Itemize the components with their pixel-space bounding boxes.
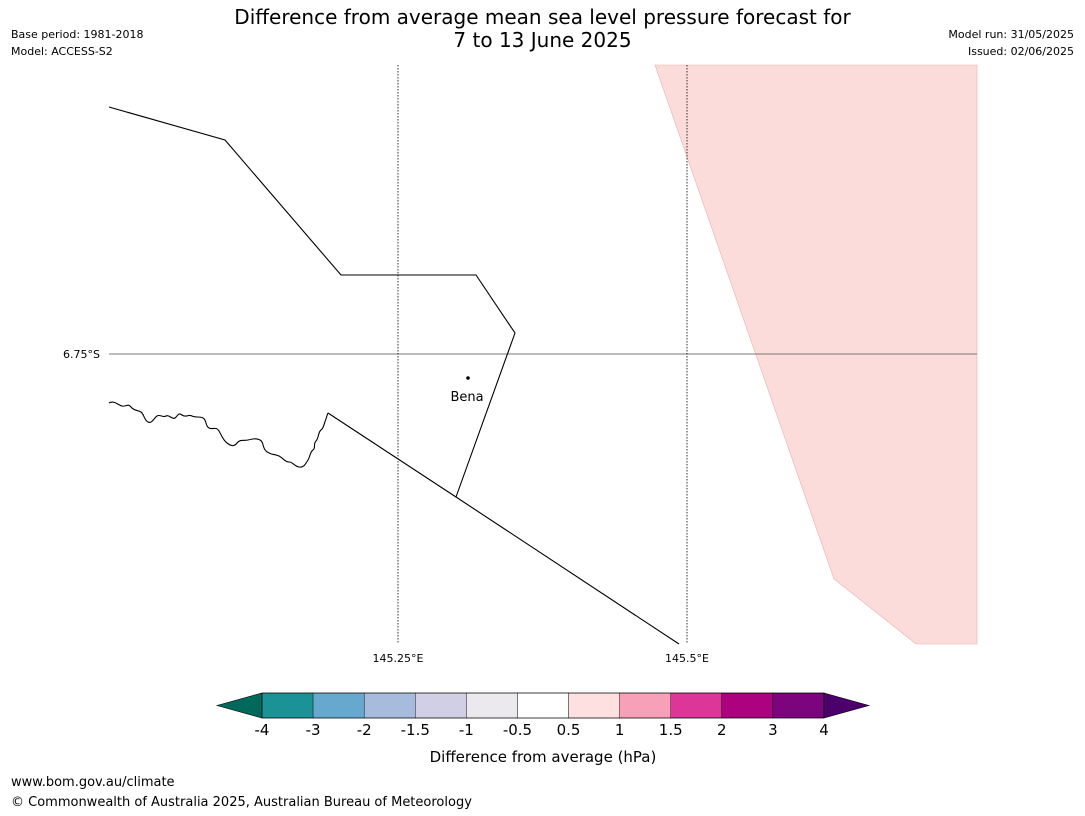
title-line-2: 7 to 13 June 2025 (453, 28, 632, 52)
colorbar-segment (363, 692, 416, 719)
colorbar-tick-label: 0.5 (557, 721, 581, 739)
colorbar-segment (415, 692, 467, 719)
colorbar-extend-high (823, 692, 871, 719)
colorbar-segment (619, 692, 671, 719)
colorbar-tick-label: 3 (768, 721, 778, 739)
colorbar-tick-label: 1.5 (659, 721, 683, 739)
province-boundary-north (108, 106, 516, 498)
model-run-text: Model run: 31/05/2025 (948, 28, 1074, 41)
colorbar-tick-label: -1.5 (401, 721, 430, 739)
colorbar-tick-label: 1 (615, 721, 625, 739)
colorbar-segment (670, 692, 723, 719)
colorbar-tick-label: -3 (306, 721, 321, 739)
colorbar-tick-label: -1 (459, 721, 474, 739)
colorbar-segment (312, 692, 365, 719)
colorbar-tick-label: -4 (255, 721, 270, 739)
colorbar-tick-label: 2 (717, 721, 727, 739)
colorbar-tick-label: 4 (819, 721, 829, 739)
colorbar-extend-low (215, 692, 263, 719)
bena-label: Bena (450, 390, 483, 405)
model-text: Model: ACCESS-S2 (11, 45, 113, 58)
copyright-text: © Commonwealth of Australia 2025, Austra… (11, 795, 472, 810)
colorbar-segment (772, 692, 825, 719)
longitude-label-145-5: 145.5°E (665, 652, 709, 665)
issued-text: Issued: 02/06/2025 (967, 45, 1074, 58)
colorbar: -4 -3 -2 -1.5 -1 -0.5 0.5 1 1.5 2 3 4 Difference fr… (215, 692, 871, 766)
website-link[interactable]: www.bom.gov.au/climate (11, 775, 175, 790)
latitude-label: 6.75°S (63, 348, 100, 361)
river-boundary (108, 401, 329, 468)
colorbar-outline (261, 692, 825, 719)
colorbar-segment (466, 692, 518, 719)
colorbar-tick-label: -0.5 (503, 721, 532, 739)
colorbar-segment (568, 692, 620, 719)
colorbar-segment (261, 692, 314, 719)
colorbar-segment (721, 692, 774, 719)
bena-location-marker (466, 376, 470, 380)
page-title: Difference from average mean sea level p… (0, 6, 1085, 52)
colorbar-tick-label: -2 (357, 721, 372, 739)
province-boundary-south (327, 412, 680, 645)
base-period-text: Base period: 1981-2018 (11, 28, 144, 41)
longitude-label-145-25: 145.25°E (373, 652, 424, 665)
title-line-1: Difference from average mean sea level p… (234, 5, 851, 29)
colorbar-segment (517, 692, 569, 719)
colorbar-title: Difference from average (hPa) (430, 748, 657, 766)
